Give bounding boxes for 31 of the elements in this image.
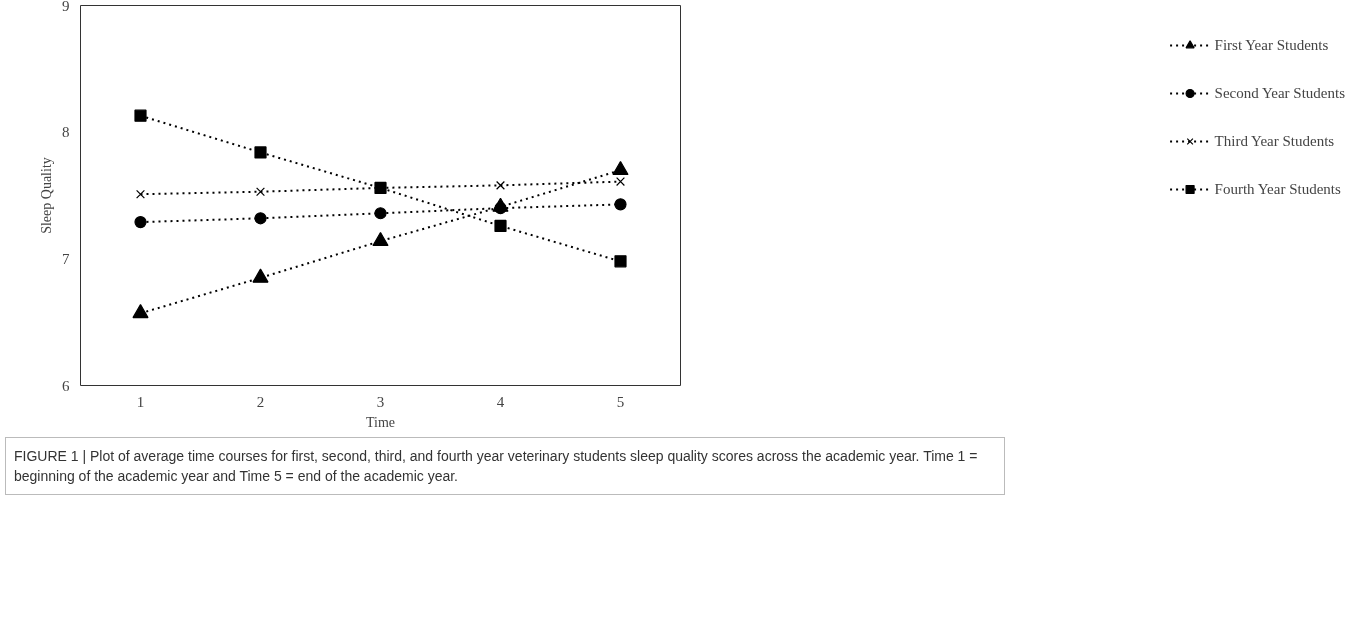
x-tick-label: 2 [256, 393, 265, 410]
x-tick-label: 1 [136, 393, 145, 410]
y-tick-label: 9 [62, 0, 70, 14]
point [614, 255, 627, 268]
legend-label: First Year Students [1214, 36, 1329, 54]
caption: FIGURE 1 | Plot of average time courses for first, second, third, and fourth year veterinary students sleep quality scores across the academic year. Time 1 = beginning of the academic year and Time 5 = end of the academic year. [14, 447, 979, 486]
point [496, 180, 505, 190]
x-tick-label: 5 [616, 393, 625, 410]
x-axis-title: Time [365, 414, 396, 430]
point [134, 109, 147, 122]
y-axis-title: Sleep Quality [39, 157, 54, 234]
y-tick-label: 7 [62, 250, 70, 267]
x-tick-label: 4 [496, 393, 505, 410]
legend-label: Fourth Year Students [1214, 180, 1341, 198]
x-tick-label: 3 [376, 393, 385, 410]
y-tick-label: 8 [62, 124, 70, 141]
point [252, 268, 269, 283]
legend-label: Second Year Students [1214, 84, 1345, 102]
point [256, 187, 265, 197]
y-tick-label: 6 [62, 377, 70, 394]
point [254, 212, 267, 225]
point [494, 219, 507, 232]
legend-label: Third Year Students [1214, 132, 1335, 150]
point [614, 198, 627, 211]
point [134, 216, 147, 229]
point [254, 146, 267, 159]
point [132, 304, 149, 319]
point [374, 207, 387, 220]
point [616, 177, 625, 187]
point [136, 189, 145, 199]
point [372, 231, 389, 247]
